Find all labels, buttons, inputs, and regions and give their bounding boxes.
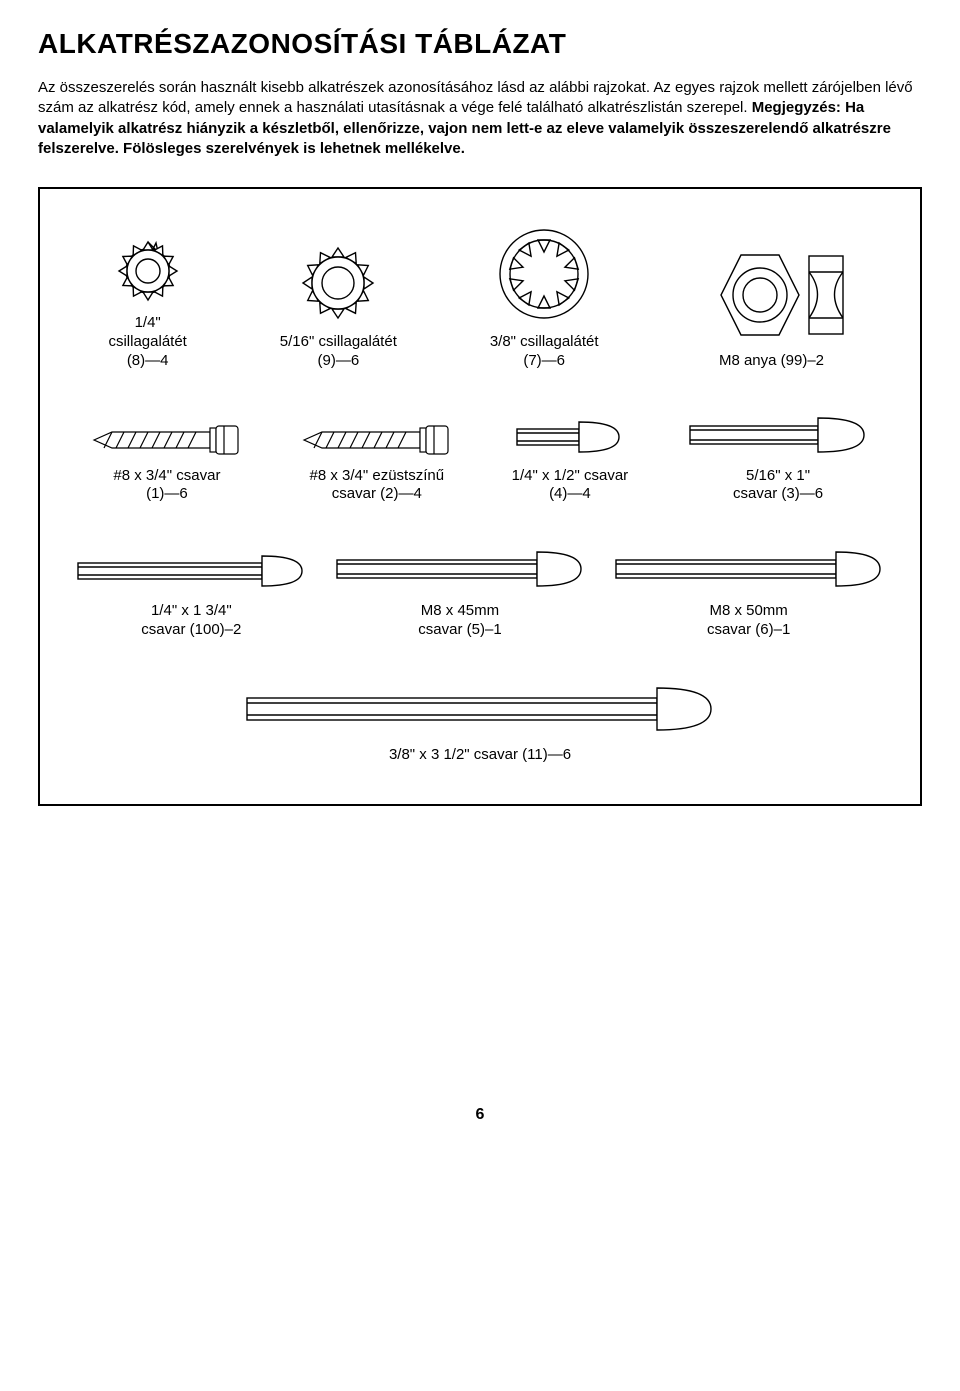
label: M8 x 50mm [709,602,787,621]
label: (7)—6 [523,352,565,371]
bolt-icon [688,415,868,455]
item-bolt-1-4x1-2: 1/4" x 1/2" csavar (4)—4 [512,419,629,505]
label: csavar (5)–1 [418,621,501,640]
label: csavar (6)–1 [707,621,790,640]
row-1: 1/4" csillagalátét (8)—4 [62,227,898,371]
label: 1/4" [135,314,161,333]
row-4: 3/8" x 3 1/2" csavar (11)—6 [62,684,898,765]
wood-screw-icon [92,425,242,455]
label: #8 x 3/4" ezüstszínű [309,467,444,486]
item-bolt-3-8x3-1-2: 3/8" x 3 1/2" csavar (11)—6 [245,684,715,765]
label: csavar (3)—6 [733,485,823,504]
row-3: 1/4" x 1 3/4" csavar (100)–2 M8 x 45mm c… [62,548,898,640]
item-screw-8x34-silver: #8 x 3/4" ezüstszínű csavar (2)—4 [302,425,452,505]
external-star-washer-icon [117,240,179,302]
internal-star-washer-icon [497,227,591,321]
bolt-icon [335,548,585,590]
external-star-washer-icon [300,245,376,321]
label: csavar (2)—4 [332,485,422,504]
item-nut-m8: M8 anya (99)–2 [691,250,851,371]
label: (1)—6 [146,485,188,504]
label: csillagalátét [108,333,186,352]
bolt-icon [614,548,884,590]
label: 1/4" x 1 3/4" [151,602,232,621]
label: 5/16" csillagalátét [280,333,397,352]
page-number: 6 [38,1106,922,1124]
intro-paragraph: Az összeszerelés során használt kisebb a… [38,78,922,159]
label: (8)—4 [127,352,169,371]
row-2: #8 x 3/4" csavar (1)—6 [62,415,898,505]
bolt-icon [245,684,715,734]
parts-chart: 1/4" csillagalátét (8)—4 [38,187,922,806]
item-bolt-5-16x1: 5/16" x 1" csavar (3)—6 [688,415,868,505]
label: 5/16" x 1" [746,467,810,486]
label: (4)—4 [549,485,591,504]
label: 3/8" csillagalátét [490,333,599,352]
bolt-icon [76,552,306,590]
label: M8 x 45mm [421,602,499,621]
page-title: ALKATRÉSZAZONOSÍTÁSI TÁBLÁZAT [38,28,922,60]
item-screw-8x34: #8 x 3/4" csavar (1)—6 [92,425,242,505]
item-bolt-1-4x1-3-4: 1/4" x 1 3/4" csavar (100)–2 [76,552,306,640]
label: M8 anya (99)–2 [719,352,824,371]
item-star-washer-3-8: 3/8" csillagalátét (7)—6 [490,227,599,371]
label: csavar (100)–2 [141,621,241,640]
item-star-washer-1-4: 1/4" csillagalátét (8)—4 [108,240,186,370]
label: 3/8" x 3 1/2" csavar (11)—6 [389,746,571,765]
label: 1/4" x 1/2" csavar [512,467,629,486]
label: (9)—6 [317,352,359,371]
item-bolt-m8x45: M8 x 45mm csavar (5)–1 [335,548,585,640]
label: #8 x 3/4" csavar [113,467,220,486]
hex-nut-icon [691,250,851,340]
item-star-washer-5-16: 5/16" csillagalátét (9)—6 [280,245,397,371]
bolt-icon [515,419,625,455]
wood-screw-icon [302,425,452,455]
item-bolt-m8x50: M8 x 50mm csavar (6)–1 [614,548,884,640]
